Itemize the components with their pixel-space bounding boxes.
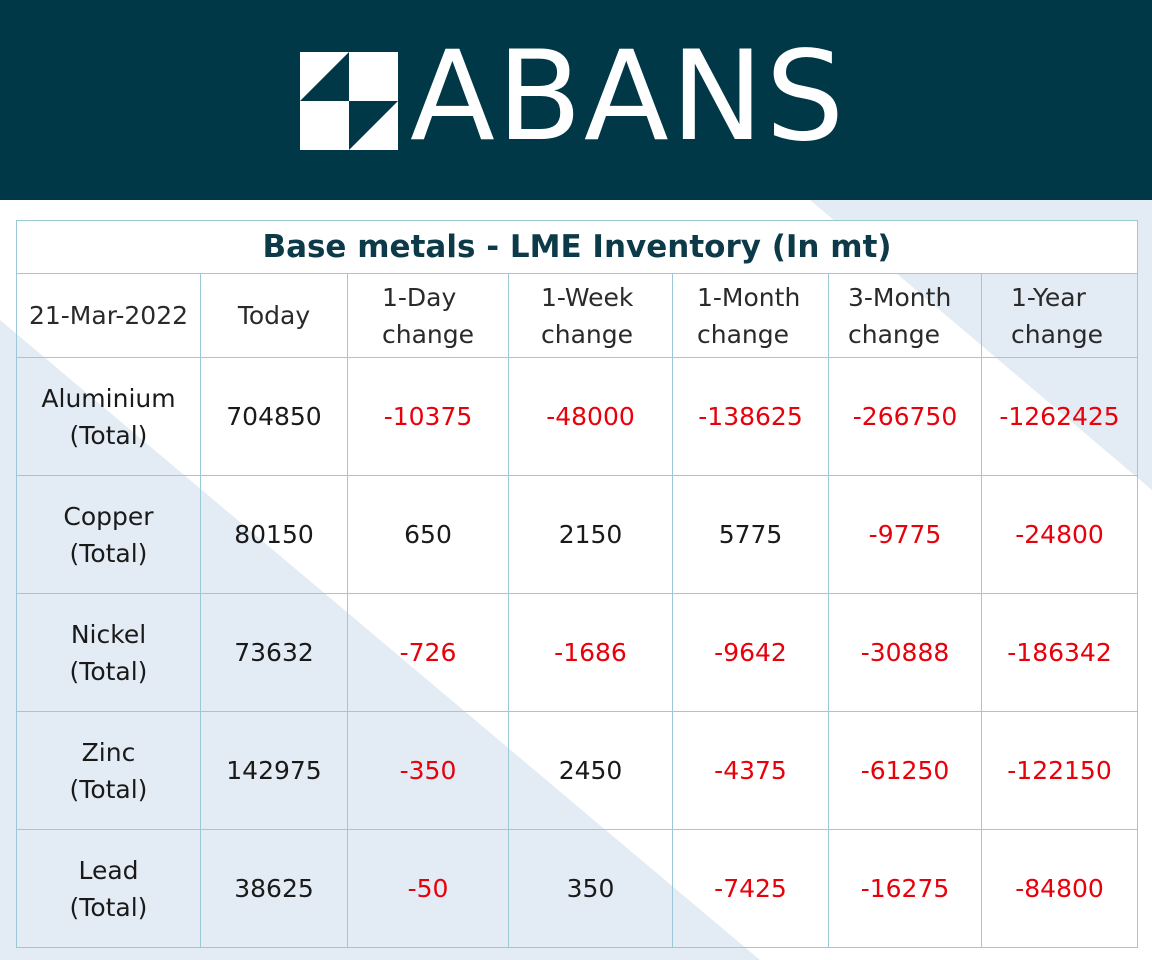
value-cell: -9775 [828,475,982,594]
value-cell: 2150 [508,475,673,594]
value-cell: -16275 [828,829,982,948]
column-header-label: 1-Month change [697,282,801,349]
value-cell: -186342 [980,593,1139,712]
metal-label: Lead (Total) [69,855,148,922]
abans-logo-icon [300,52,398,150]
value-cell: 142975 [200,711,348,830]
metal-cell: Nickel (Total) [16,593,201,712]
column-header: 1-Month change [672,273,829,358]
date-label: 21-Mar-2022 [28,301,189,330]
value-cell: -726 [347,593,509,712]
value-cell: -9642 [672,593,829,712]
value-cell: -24800 [980,475,1139,594]
column-header-label: 1-Year change [1011,282,1104,349]
value-cell: -350 [347,711,509,830]
metal-cell: Lead (Total) [16,829,201,948]
column-header: 3-Month change [828,273,982,358]
table-title: Base metals - LME Inventory (In mt) [15,220,1139,274]
value-cell: 80150 [200,475,348,594]
value-cell: -266750 [828,357,982,476]
value-cell: -30888 [828,593,982,712]
value-cell: -138625 [672,357,829,476]
value-cell: -48000 [508,357,673,476]
value-cell: -61250 [828,711,982,830]
lme-inventory-table: Base metals - LME Inventory (In mt) 21-M… [15,220,1139,948]
metal-label: Aluminium (Total) [41,383,176,450]
column-header-label: 1-Day change [382,282,475,349]
table-row: Zinc (Total) 142975 -350 2450 -4375 -612… [16,711,1139,830]
value-cell: -10375 [347,357,509,476]
column-header: 1-Week change [508,273,673,358]
column-header: Today [200,273,348,358]
value-cell: -84800 [980,829,1139,948]
table-row: Copper (Total) 80150 650 2150 5775 -9775… [16,475,1139,594]
value-cell: -7425 [672,829,829,948]
header-row: 21-Mar-2022 Today 1-Day change 1-Week ch… [16,273,1139,358]
column-header: 1-Day change [347,273,509,358]
metal-cell: Copper (Total) [16,475,201,594]
metal-label: Nickel (Total) [69,619,148,686]
value-cell: -50 [347,829,509,948]
value-cell: -4375 [672,711,829,830]
column-header-label: Today [237,301,311,330]
metal-cell: Aluminium (Total) [16,357,201,476]
value-cell: 5775 [672,475,829,594]
column-header: 1-Year change [980,273,1139,358]
value-cell: -122150 [980,711,1139,830]
value-cell: 73632 [200,593,348,712]
brand-header: ABANS [0,0,1152,200]
table-row: Aluminium (Total) 704850 -10375 -48000 -… [16,357,1139,476]
metal-label: Copper (Total) [63,501,154,568]
value-cell: -1686 [508,593,673,712]
value-cell: 2450 [508,711,673,830]
column-header-label: 1-Week change [541,282,634,349]
metal-label: Zinc (Total) [69,737,148,804]
value-cell: 704850 [200,357,348,476]
table-row: Lead (Total) 38625 -50 350 -7425 -16275 … [16,829,1139,948]
value-cell: 650 [347,475,509,594]
value-cell: 38625 [200,829,348,948]
value-cell: 350 [508,829,673,948]
metal-cell: Zinc (Total) [16,711,201,830]
date-cell: 21-Mar-2022 [16,273,201,358]
column-header-label: 3-Month change [848,282,952,349]
value-cell: -1262425 [980,357,1139,476]
table-row: Nickel (Total) 73632 -726 -1686 -9642 -3… [16,593,1139,712]
brand-wordmark: ABANS [410,25,847,169]
